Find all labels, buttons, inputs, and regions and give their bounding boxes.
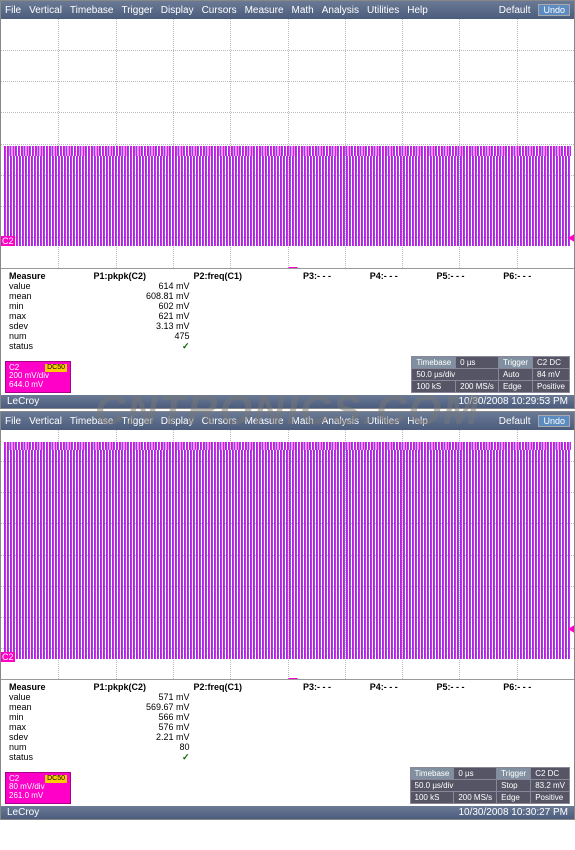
menu-vertical[interactable]: Vertical <box>29 5 62 16</box>
trigger-position-arrow <box>288 678 298 680</box>
acquisition-box: Timebase0 µsTriggerC2 DC 50.0 µs/divStop… <box>410 767 570 804</box>
menu-trigger[interactable]: Trigger <box>121 5 152 16</box>
menu-timebase[interactable]: Timebase <box>70 5 114 16</box>
waveform-display[interactable]: C2 <box>1 430 574 680</box>
channel-box-c2[interactable]: C2DC50 80 mV/div 261.0 mV <box>5 772 71 804</box>
menu-math[interactable]: Math <box>292 5 314 16</box>
timestamp: 10/30/2008 10:29:53 PM <box>458 396 568 407</box>
channel-box-c2[interactable]: C2DC50 200 mV/div 644.0 mV <box>5 361 71 393</box>
statusbar: LeCroy 10/30/2008 10:29:53 PM <box>1 395 574 408</box>
signal-noise-band <box>4 146 571 156</box>
trigger-position-arrow <box>288 267 298 269</box>
menu-default[interactable]: Default <box>499 5 531 16</box>
brand-label: LeCroy <box>7 396 39 407</box>
menu-trigger[interactable]: Trigger <box>121 416 152 427</box>
menu-analysis[interactable]: Analysis <box>322 416 359 427</box>
signal-noise-band <box>4 442 571 449</box>
measure-panel: MeasureP1:pkpk(C2)P2:freq(C1)P3:- - -P4:… <box>1 680 574 765</box>
trigger-level-arrow <box>568 233 574 243</box>
menu-timebase[interactable]: Timebase <box>70 416 114 427</box>
menu-file[interactable]: File <box>5 416 21 427</box>
measure-panel: MeasureP1:pkpk(C2)P2:freq(C1)P3:- - -P4:… <box>1 269 574 354</box>
menu-file[interactable]: File <box>5 5 21 16</box>
timestamp: 10/30/2008 10:30:27 PM <box>458 807 568 818</box>
acquisition-box: Timebase0 µsTriggerC2 DC 50.0 µs/divAuto… <box>411 356 570 393</box>
c2-ground-marker: C2 <box>1 652 15 662</box>
signal-band <box>4 450 571 659</box>
oscilloscope-window-2: File Vertical Timebase Trigger Display C… <box>0 411 575 820</box>
menu-analysis[interactable]: Analysis <box>322 5 359 16</box>
signal-band <box>4 156 571 246</box>
waveform-display[interactable]: C2 <box>1 19 574 269</box>
oscilloscope-window-1: File Vertical Timebase Trigger Display C… <box>0 0 575 409</box>
menu-utilities[interactable]: Utilities <box>367 5 399 16</box>
statusbar: LeCroy 10/30/2008 10:30:27 PM <box>1 806 574 819</box>
menu-utilities[interactable]: Utilities <box>367 416 399 427</box>
info-row: C2DC50 80 mV/div 261.0 mV Timebase0 µsTr… <box>1 765 574 806</box>
undo-button[interactable]: Undo <box>538 4 570 16</box>
menu-cursors[interactable]: Cursors <box>202 5 237 16</box>
menu-cursors[interactable]: Cursors <box>202 416 237 427</box>
trigger-level-arrow <box>568 624 574 634</box>
menu-vertical[interactable]: Vertical <box>29 416 62 427</box>
info-row: C2DC50 200 mV/div 644.0 mV Timebase0 µsT… <box>1 354 574 395</box>
status-check-icon: ✓ <box>182 752 190 762</box>
menu-display[interactable]: Display <box>161 5 194 16</box>
menu-help[interactable]: Help <box>407 416 428 427</box>
menu-default[interactable]: Default <box>499 416 531 427</box>
c2-ground-marker: C2 <box>1 236 15 246</box>
menubar: File Vertical Timebase Trigger Display C… <box>1 412 574 430</box>
undo-button[interactable]: Undo <box>538 415 570 427</box>
menu-display[interactable]: Display <box>161 416 194 427</box>
menubar: File Vertical Timebase Trigger Display C… <box>1 1 574 19</box>
menu-measure[interactable]: Measure <box>245 5 284 16</box>
menu-measure[interactable]: Measure <box>245 416 284 427</box>
menu-math[interactable]: Math <box>292 416 314 427</box>
menu-help[interactable]: Help <box>407 5 428 16</box>
status-check-icon: ✓ <box>182 341 190 351</box>
brand-label: LeCroy <box>7 807 39 818</box>
